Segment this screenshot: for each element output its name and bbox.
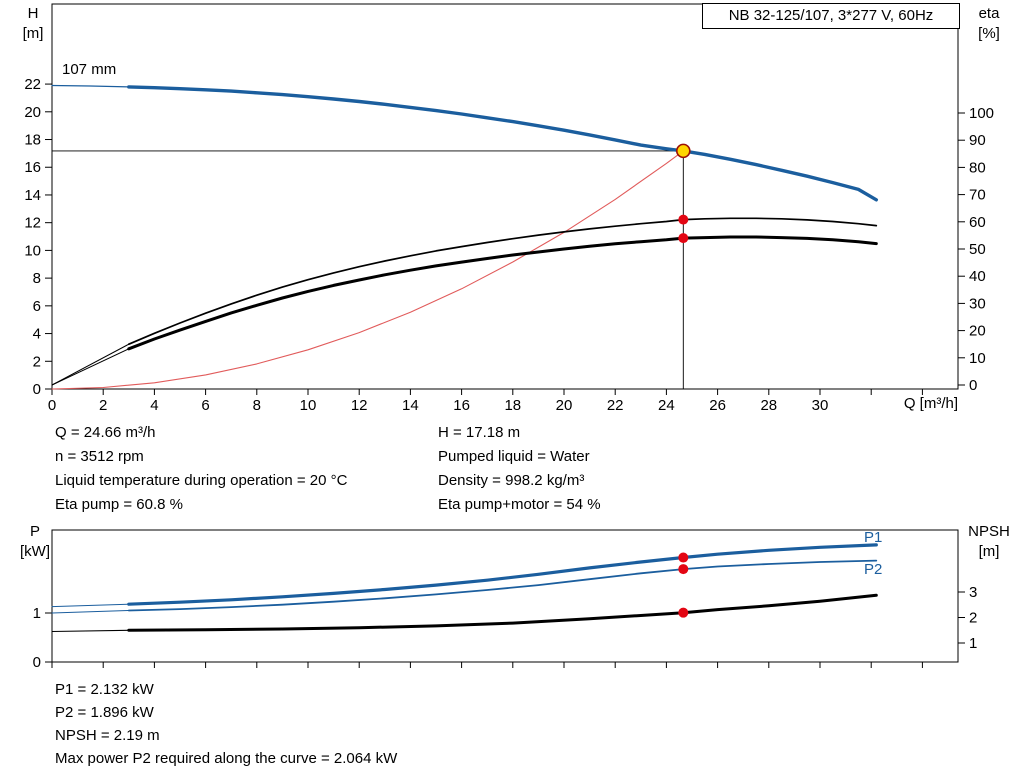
svg-text:18: 18 bbox=[504, 397, 521, 414]
result-max-p2: Max power P2 required along the curve = … bbox=[55, 750, 398, 767]
eta-pump-dot bbox=[678, 214, 689, 225]
impeller-diameter-label: 107 mm bbox=[62, 61, 117, 78]
svg-text:12: 12 bbox=[351, 397, 368, 414]
svg-text:2: 2 bbox=[33, 353, 41, 370]
npsh-axis-symbol: NPSH bbox=[968, 523, 1010, 540]
p1-curve-label: P1 bbox=[864, 529, 883, 546]
info-eta-pump: Eta pump = 60.8 % bbox=[55, 496, 183, 513]
eta-axis-unit: [%] bbox=[978, 25, 1000, 42]
info-head: H = 17.18 m bbox=[438, 424, 521, 441]
system-curve bbox=[51, 150, 684, 390]
eta-pump bbox=[127, 217, 878, 346]
p2-lead bbox=[51, 610, 130, 614]
svg-text:14: 14 bbox=[24, 187, 41, 204]
eta-pump-lead bbox=[51, 343, 130, 386]
svg-text:4: 4 bbox=[33, 326, 41, 343]
duty-info-left-column: Q = 24.66 m³/h n = 3512 rpm Liquid tempe… bbox=[55, 421, 347, 517]
svg-text:10: 10 bbox=[24, 242, 41, 259]
eta-pump-motor-lead bbox=[51, 348, 130, 386]
svg-text:6: 6 bbox=[33, 298, 41, 315]
npsh-curve bbox=[127, 593, 878, 632]
info-liquid-temperature: Liquid temperature during operation = 20… bbox=[55, 472, 348, 489]
p2-curve bbox=[127, 559, 878, 612]
svg-text:1: 1 bbox=[969, 635, 977, 652]
info-density: Density = 998.2 kg/m³ bbox=[438, 472, 585, 489]
svg-text:0: 0 bbox=[33, 381, 41, 398]
npsh-axis-label: NPSH [m] bbox=[960, 522, 1018, 562]
p1-curve bbox=[127, 543, 878, 606]
svg-text:18: 18 bbox=[24, 132, 41, 149]
svg-text:20: 20 bbox=[556, 397, 573, 414]
svg-text:2: 2 bbox=[99, 397, 107, 414]
duty-info-right-column: H = 17.18 m Pumped liquid = Water Densit… bbox=[438, 421, 601, 517]
p-axis-symbol: P bbox=[29, 523, 40, 540]
p1-dot bbox=[678, 552, 689, 563]
svg-text:2: 2 bbox=[969, 610, 977, 627]
svg-text:20: 20 bbox=[24, 104, 41, 121]
svg-text:20: 20 bbox=[969, 323, 986, 340]
svg-text:90: 90 bbox=[969, 132, 986, 149]
p-axis-label: P [kW] bbox=[14, 522, 56, 562]
svg-text:70: 70 bbox=[969, 187, 986, 204]
h-axis-unit: [m] bbox=[22, 25, 44, 42]
result-p1: P1 = 2.132 kW bbox=[55, 681, 154, 698]
svg-text:40: 40 bbox=[969, 268, 986, 285]
svg-text:3: 3 bbox=[969, 584, 977, 601]
info-flow: Q = 24.66 m³/h bbox=[55, 424, 156, 441]
svg-text:1: 1 bbox=[33, 605, 41, 622]
npsh-axis-unit: [m] bbox=[978, 543, 1000, 560]
duty-point bbox=[675, 143, 691, 159]
svg-text:0: 0 bbox=[48, 397, 56, 414]
eta-pump-motor-dot bbox=[678, 233, 689, 244]
info-pumped-liquid: Pumped liquid = Water bbox=[438, 448, 590, 465]
svg-text:30: 30 bbox=[969, 295, 986, 312]
p2-curve-label: P2 bbox=[864, 561, 883, 578]
head-curve-lead bbox=[51, 84, 130, 88]
svg-text:14: 14 bbox=[402, 397, 419, 414]
eta-axis-label: eta [%] bbox=[964, 4, 1014, 44]
power-npsh-chart: 0 1 1 2 3 bbox=[33, 529, 977, 671]
p-axis-unit: [kW] bbox=[20, 543, 50, 560]
svg-text:24: 24 bbox=[658, 397, 675, 414]
svg-text:50: 50 bbox=[969, 241, 986, 258]
svg-text:6: 6 bbox=[201, 397, 209, 414]
svg-text:12: 12 bbox=[24, 215, 41, 232]
svg-text:10: 10 bbox=[300, 397, 317, 414]
h-axis-label: H [m] bbox=[14, 4, 52, 44]
svg-text:30: 30 bbox=[812, 397, 829, 414]
result-p2: P2 = 1.896 kW bbox=[55, 704, 154, 721]
svg-text:26: 26 bbox=[709, 397, 726, 414]
head-curve-107mm bbox=[127, 85, 878, 202]
npsh-dot bbox=[678, 607, 689, 618]
head-efficiency-chart: 0 2 4 6 8 10 12 14 16 18 20 22 24 26 28 300246810121416… bbox=[24, 3, 994, 414]
result-block: P1 = 2.132 kW P2 = 1.896 kW NPSH = 2.19 … bbox=[55, 678, 397, 770]
svg-text:22: 22 bbox=[24, 76, 41, 93]
p1-lead bbox=[51, 603, 130, 608]
svg-text:100: 100 bbox=[969, 105, 994, 122]
pump-model-label: NB 32-125/107, 3*277 V, 60Hz bbox=[702, 3, 960, 29]
svg-text:28: 28 bbox=[760, 397, 777, 414]
eta-axis-symbol: eta bbox=[978, 5, 1000, 22]
svg-text:60: 60 bbox=[969, 214, 986, 231]
svg-text:8: 8 bbox=[33, 270, 41, 287]
svg-text:4: 4 bbox=[150, 397, 158, 414]
svg-text:22: 22 bbox=[607, 397, 624, 414]
q-axis-label: Q [m³/h] bbox=[903, 395, 958, 412]
npsh-lead bbox=[51, 629, 130, 632]
info-speed: n = 3512 rpm bbox=[55, 448, 144, 465]
h-axis-symbol: H bbox=[27, 5, 39, 22]
eta-pump-motor bbox=[127, 235, 878, 351]
svg-text:10: 10 bbox=[969, 350, 986, 367]
p2-dot bbox=[678, 564, 689, 575]
svg-text:16: 16 bbox=[24, 159, 41, 176]
svg-text:0: 0 bbox=[969, 377, 977, 394]
svg-text:80: 80 bbox=[969, 159, 986, 176]
svg-text:0: 0 bbox=[33, 654, 41, 671]
info-eta-pump-motor: Eta pump+motor = 54 % bbox=[438, 496, 601, 513]
svg-text:8: 8 bbox=[253, 397, 261, 414]
svg-text:16: 16 bbox=[453, 397, 470, 414]
result-npsh: NPSH = 2.19 m bbox=[55, 727, 160, 744]
